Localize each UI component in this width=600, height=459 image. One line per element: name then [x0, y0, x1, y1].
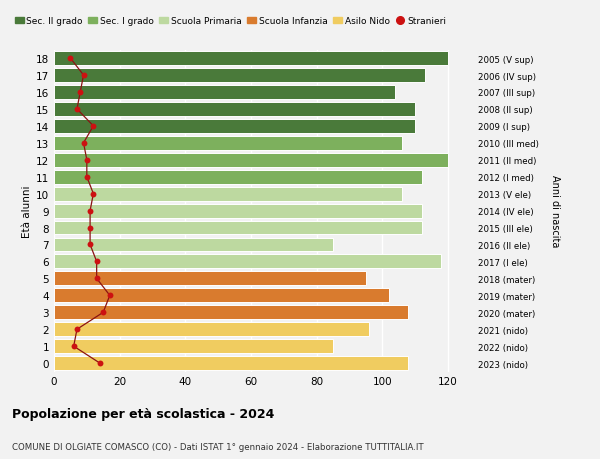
Point — [82, 157, 92, 164]
Point — [85, 224, 95, 232]
Point — [72, 106, 82, 113]
Point — [92, 275, 101, 282]
Point — [82, 174, 92, 181]
Point — [65, 55, 75, 62]
Point — [89, 190, 98, 198]
Bar — [54, 238, 333, 252]
Bar — [54, 221, 421, 235]
Point — [95, 360, 105, 367]
Bar — [54, 289, 389, 302]
Point — [69, 343, 79, 350]
Y-axis label: Età alunni: Età alunni — [22, 185, 32, 237]
Text: Popolazione per età scolastica - 2024: Popolazione per età scolastica - 2024 — [12, 407, 274, 420]
Point — [89, 123, 98, 130]
Bar — [54, 103, 415, 117]
Point — [98, 309, 108, 316]
Bar — [54, 204, 421, 218]
Point — [76, 89, 85, 96]
Bar — [54, 120, 415, 134]
Point — [92, 258, 101, 266]
Bar — [54, 340, 333, 353]
Bar — [54, 137, 402, 151]
Bar — [54, 255, 441, 269]
Y-axis label: Anni di nascita: Anni di nascita — [550, 175, 560, 247]
Bar — [54, 52, 448, 66]
Text: COMUNE DI OLGIATE COMASCO (CO) - Dati ISTAT 1° gennaio 2024 - Elaborazione TUTTI: COMUNE DI OLGIATE COMASCO (CO) - Dati IS… — [12, 442, 424, 451]
Point — [85, 241, 95, 249]
Legend: Sec. II grado, Sec. I grado, Scuola Primaria, Scuola Infanzia, Asilo Nido, Stran: Sec. II grado, Sec. I grado, Scuola Prim… — [11, 13, 449, 29]
Bar — [54, 86, 395, 100]
Bar — [54, 69, 425, 83]
Bar — [54, 170, 421, 184]
Bar — [54, 153, 448, 168]
Point — [105, 292, 115, 299]
Bar — [54, 187, 402, 201]
Point — [79, 140, 88, 147]
Bar — [54, 323, 369, 336]
Bar — [54, 272, 366, 285]
Bar — [54, 306, 409, 319]
Bar — [54, 356, 409, 370]
Point — [79, 72, 88, 79]
Point — [85, 207, 95, 215]
Point — [72, 326, 82, 333]
